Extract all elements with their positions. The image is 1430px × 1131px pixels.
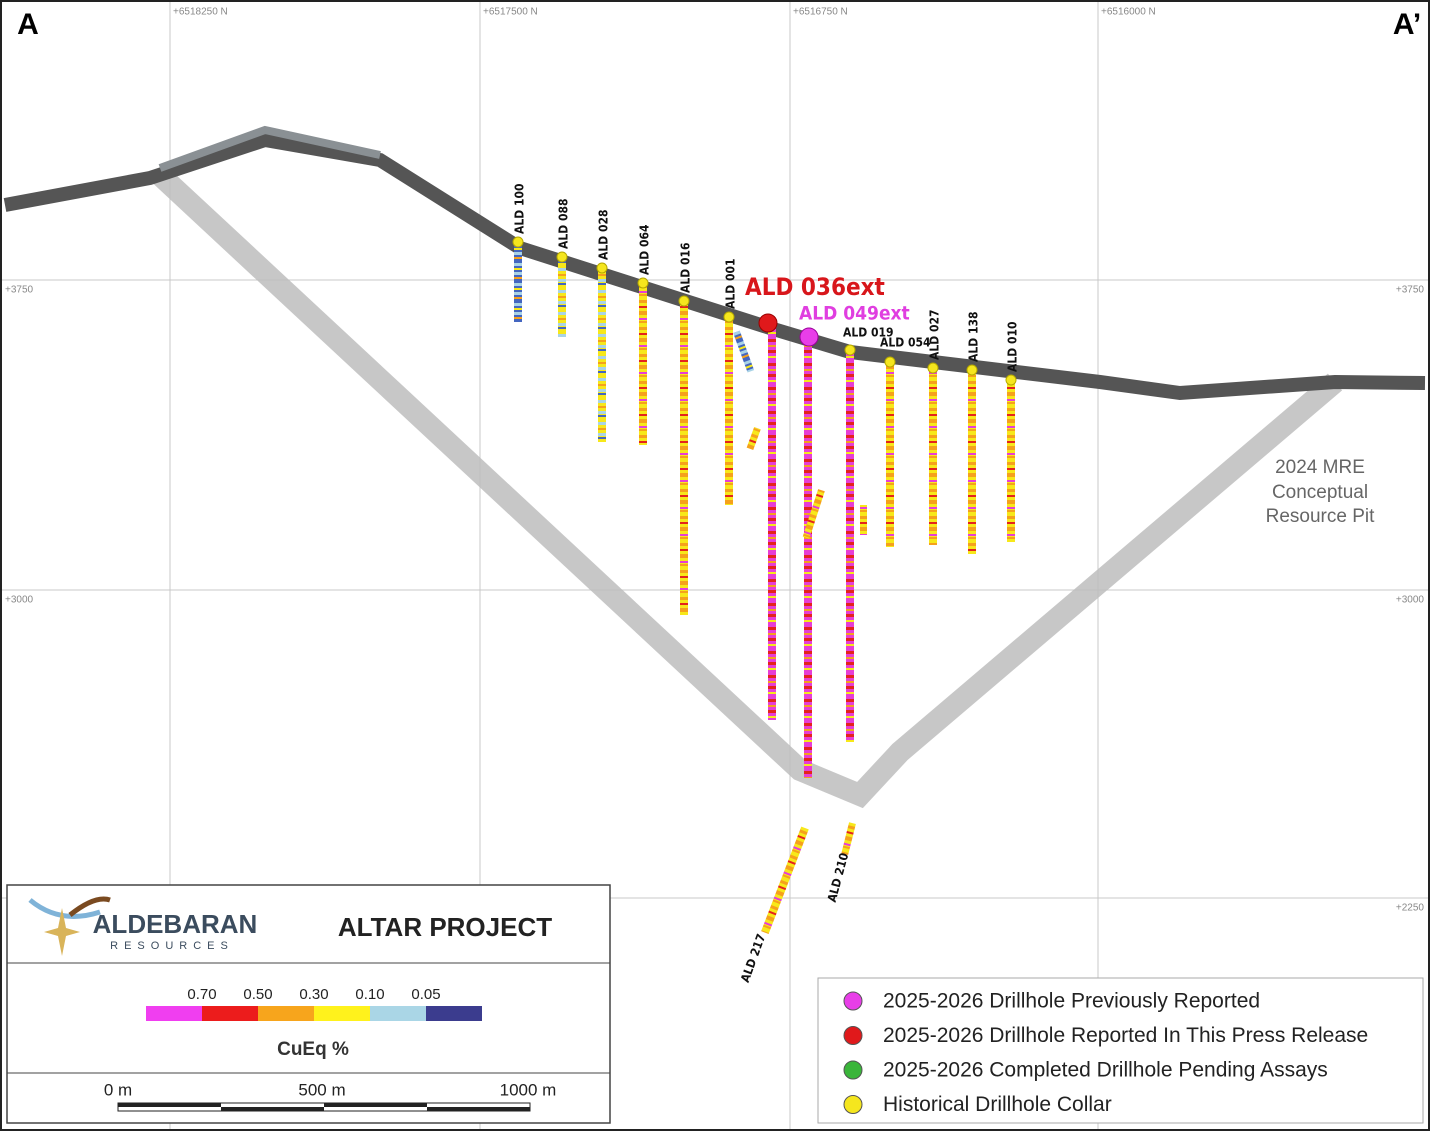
drillhole-angled	[841, 822, 856, 856]
drillhole	[725, 317, 733, 505]
drillhole-label: ALD 054	[880, 336, 931, 350]
drillhole	[514, 242, 522, 322]
drillhole	[846, 350, 854, 742]
grade-swatch	[314, 1006, 370, 1021]
collar-historical	[966, 364, 978, 376]
drillhole-label: ALD 049ext	[799, 303, 910, 325]
legend-label: 2025-2026 Drillhole Reported In This Pre…	[883, 1024, 1368, 1047]
grade-swatch	[202, 1006, 258, 1021]
pit-label: 2024 MRE	[1275, 457, 1365, 478]
collar-historical	[637, 277, 649, 289]
drillhole	[768, 323, 776, 720]
collar-historical	[723, 311, 735, 323]
grade-label: 0.05	[411, 986, 440, 1003]
drillhole	[804, 337, 812, 778]
elevation-label: +3750	[5, 285, 34, 296]
side-intercept	[860, 505, 867, 535]
grade-swatch	[426, 1006, 482, 1021]
project-title: ALTAR PROJECT	[338, 912, 552, 942]
symbol-legend: 2025-2026 Drillhole Previously Reported 2…	[817, 977, 1424, 1124]
collar-historical	[1005, 374, 1017, 386]
northing-label: +6518250 N	[173, 7, 228, 18]
grade-label: 0.50	[243, 986, 272, 1003]
elevation-label: +3000	[5, 595, 34, 606]
pit-label: Conceptual	[1272, 482, 1368, 503]
drillhole	[968, 370, 976, 554]
section-end-right: A’	[1393, 8, 1421, 41]
grade-title: CuEq %	[277, 1039, 349, 1060]
legend-symbol	[843, 1026, 863, 1045]
drillhole-label: ALD 028	[597, 210, 611, 261]
elevation-label: +2250	[1396, 903, 1425, 914]
collar-historical	[512, 236, 524, 248]
scale-segment	[427, 1107, 530, 1111]
drillhole-label: ALD 138	[967, 312, 981, 363]
resource-pit	[152, 166, 1343, 809]
drillhole-label: ALD 036ext	[745, 273, 885, 301]
grade-label: 0.10	[355, 986, 384, 1003]
collar-historical	[596, 262, 608, 274]
collar-historical	[844, 344, 856, 356]
scale-label: 1000 m	[500, 1080, 557, 1099]
drillhole-label: ALD 088	[557, 199, 571, 250]
logo-sub: RESOURCES	[110, 940, 234, 952]
scale-segment	[221, 1107, 324, 1111]
drillhole	[1007, 380, 1015, 542]
scale-segment	[118, 1103, 221, 1107]
topography-light	[158, 125, 381, 172]
drillhole-label: ALD 100	[513, 184, 527, 235]
collar-historical	[884, 356, 896, 368]
scale-label: 500 m	[298, 1080, 345, 1099]
drillhole	[598, 268, 606, 442]
legend-label: Historical Drillhole Collar	[883, 1093, 1112, 1116]
side-intercept	[733, 330, 755, 373]
drillhole-label: ALD 027	[928, 310, 942, 361]
logo-name: ALDEBARAN	[93, 909, 258, 939]
drillhole	[558, 257, 566, 337]
section-end-left: A	[17, 8, 39, 41]
grade-label: 0.70	[187, 986, 216, 1003]
drillhole-label: ALD 019	[843, 326, 894, 340]
side-intercept	[802, 489, 825, 539]
grade-label: 0.30	[299, 986, 328, 1003]
northing-label: +6516750 N	[793, 7, 848, 18]
legend-label: 2025-2026 Completed Drillhole Pending As…	[883, 1059, 1328, 1082]
collar-historical	[927, 362, 939, 374]
northing-label: +6517500 N	[483, 7, 538, 18]
legend-symbol	[843, 1095, 863, 1114]
drillhole	[886, 362, 894, 547]
drillhole	[680, 301, 688, 615]
scale-segment	[324, 1103, 427, 1107]
northing-label: +6516000 N	[1101, 7, 1156, 18]
legend-box	[817, 977, 1424, 1124]
grade-swatch	[146, 1006, 202, 1021]
drillhole-label: ALD 001	[724, 259, 738, 310]
logo-star	[44, 908, 80, 956]
drillhole	[639, 283, 647, 445]
logo-horn	[68, 896, 111, 917]
drillhole-label: ALD 064	[638, 224, 652, 275]
drillhole-label: ALD 010	[1006, 322, 1020, 373]
elevation-label: +3750	[1396, 285, 1425, 296]
scale-label: 0 m	[104, 1080, 132, 1099]
drillhole-angled	[761, 826, 809, 934]
legend-symbol	[843, 1060, 863, 1080]
collar-historical	[556, 251, 568, 263]
grade-swatch	[258, 1006, 314, 1021]
drillhole	[929, 368, 937, 545]
collar-historical	[678, 295, 690, 307]
collar-new	[758, 313, 778, 333]
collar-previous	[799, 327, 819, 347]
title-box: ALDEBARAN RESOURCES ALTAR PROJECT 0.70 0.…	[6, 884, 611, 1124]
legend-symbol	[843, 991, 863, 1011]
side-intercept	[746, 426, 761, 451]
pit-label: Resource Pit	[1266, 506, 1375, 527]
elevation-label: +3000	[1396, 595, 1425, 606]
drillhole-label: ALD 016	[679, 243, 693, 294]
grade-swatch	[370, 1006, 426, 1021]
legend-label: 2025-2026 Drillhole Previously Reported	[883, 990, 1260, 1013]
legend-box	[6, 884, 611, 1124]
